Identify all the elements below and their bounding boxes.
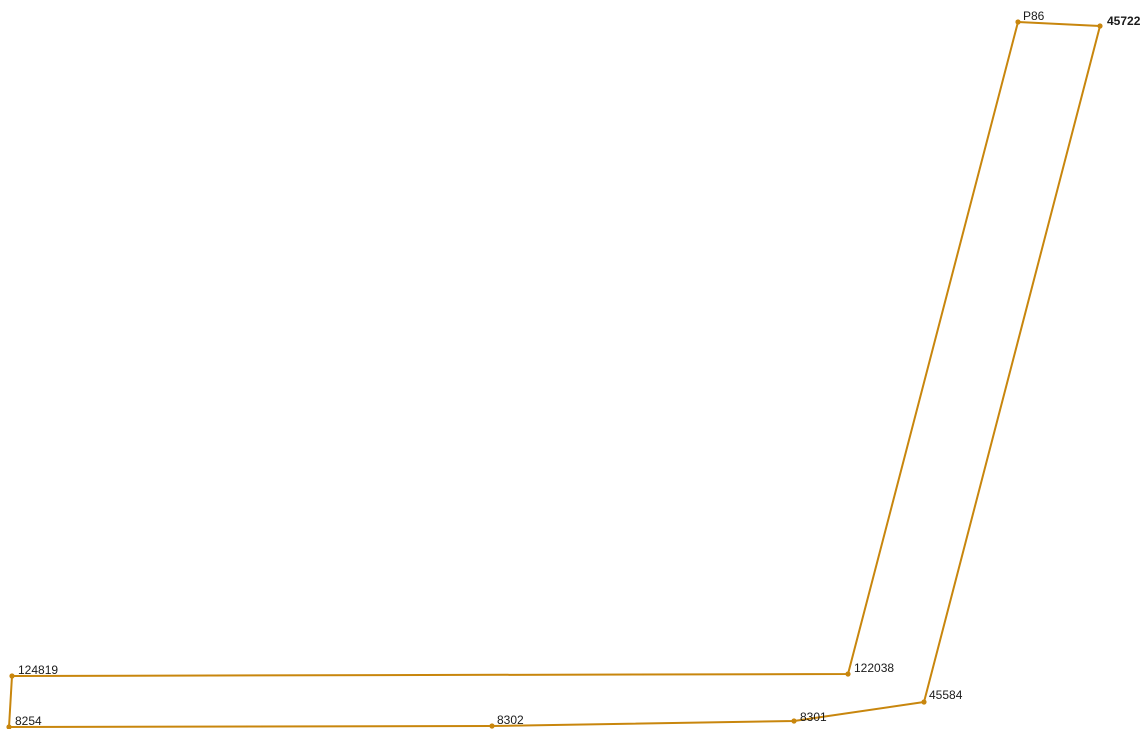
parcel-boundary-outline (8, 21, 1101, 728)
vertex-point-8301[interactable] (791, 718, 797, 724)
vertex-point-p86[interactable] (1015, 19, 1021, 25)
vertex-label-p86: P86 (1023, 9, 1045, 23)
vertex-point-122038[interactable] (845, 671, 851, 677)
vertex-point-8254[interactable] (6, 724, 12, 729)
vertex-label-45722: 45722 (1107, 14, 1141, 28)
vertex-label-8302: 8302 (497, 713, 524, 727)
vertex-label-122038: 122038 (854, 661, 894, 675)
vertex-point-45584[interactable] (921, 699, 927, 705)
vertex-label-8301: 8301 (800, 710, 827, 724)
vertex-label-124819: 124819 (18, 663, 58, 677)
vertex-label-8254: 8254 (15, 714, 42, 728)
vertex-label-45584: 45584 (929, 688, 963, 702)
vertex-layer: P86 45722 45584 8301 8302 8254 124819 122038 (6, 9, 1141, 729)
vertex-point-8302[interactable] (489, 723, 495, 729)
vertex-point-45722[interactable] (1097, 23, 1103, 29)
vertex-point-124819[interactable] (9, 673, 15, 679)
